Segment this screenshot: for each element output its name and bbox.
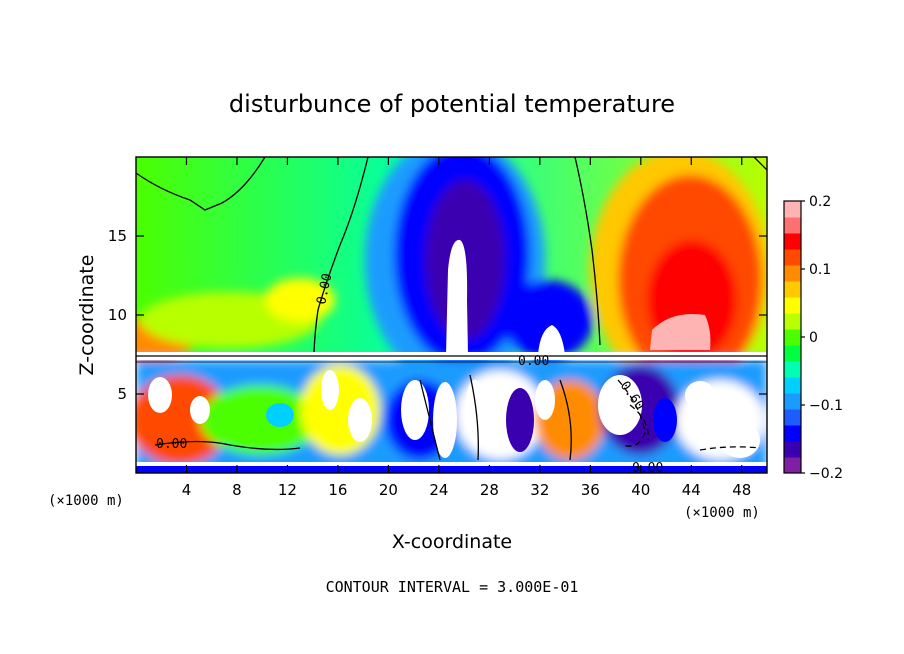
plot-field: 0.00 0.00 0.00 0.60 0.00: [136, 157, 767, 476]
colorbar-swatch: [784, 233, 801, 250]
x-unit-right: (×1000 m): [684, 505, 760, 521]
colorbar: [783, 200, 802, 474]
x-tick-label: 36: [581, 481, 600, 499]
colorbar-swatch: [784, 409, 801, 426]
chart-title: disturbunce of potential temperature: [229, 90, 675, 118]
x-tick-label: 40: [631, 481, 650, 499]
colorbar-swatch: [784, 425, 801, 442]
colorbar-swatch: [784, 457, 801, 474]
colorbar-tick-label: 0.2: [809, 194, 831, 210]
colorbar-swatch: [784, 441, 801, 458]
x-tick-label: 48: [732, 481, 751, 499]
colorbar-swatch: [784, 345, 801, 362]
x-tick-label: 28: [480, 481, 499, 499]
colorbar-tick-label: −0.1: [809, 398, 843, 414]
y-tick-label: 5: [117, 385, 127, 403]
warm-core: [650, 314, 711, 350]
x-tick-label: 8: [232, 481, 242, 499]
colorbar-swatch: [784, 393, 801, 410]
x-tick-label: 44: [682, 481, 701, 499]
x-tick-label: 20: [379, 481, 398, 499]
cold-core: [446, 239, 468, 355]
contour-label: 0.00: [632, 461, 663, 476]
y-axis: 5 10 15: [108, 227, 767, 403]
colorbar-swatch: [784, 329, 801, 346]
colorbar-swatch: [784, 297, 801, 314]
x-tick-label: 4: [182, 481, 192, 499]
colorbar-swatch: [784, 217, 801, 234]
x-axis: 4 8 12 16 20 24 28 32 36 40 44 48: [182, 157, 751, 499]
colorbar-swatch: [784, 377, 801, 394]
y-axis-label: Z-coordinate: [76, 255, 98, 376]
x-axis-label: X-coordinate: [392, 531, 512, 553]
colorbar-swatch: [784, 313, 801, 330]
colorbar-swatch: [784, 265, 801, 282]
contour-interval: CONTOUR INTERVAL = 3.000E-01: [326, 578, 579, 596]
contours: [136, 157, 767, 461]
colorbar-tick-label: −0.2: [809, 466, 843, 482]
x-tick-label: 24: [429, 481, 448, 499]
contour-label: 0.00: [518, 354, 549, 369]
colorbar-ticks: 0.2 0.1 0 −0.1 −0.2: [801, 194, 843, 482]
colorbar-swatch: [784, 201, 801, 218]
x-tick-label: 12: [278, 481, 297, 499]
contour-label: 0.00: [156, 437, 187, 452]
y-tick-label: 10: [108, 306, 127, 324]
colorbar-swatch: [784, 249, 801, 266]
contour-label: 0.00: [314, 272, 335, 306]
colorbar-swatch: [784, 281, 801, 298]
colorbar-swatch: [784, 361, 801, 378]
x-tick-label: 32: [530, 481, 549, 499]
colorbar-tick-label: 0: [809, 330, 818, 346]
x-unit-left: (×1000 m): [48, 493, 124, 509]
y-tick-label: 15: [108, 227, 127, 245]
x-tick-label: 16: [328, 481, 347, 499]
lower-turbulence: [136, 370, 767, 473]
colorbar-tick-label: 0.1: [809, 262, 831, 278]
